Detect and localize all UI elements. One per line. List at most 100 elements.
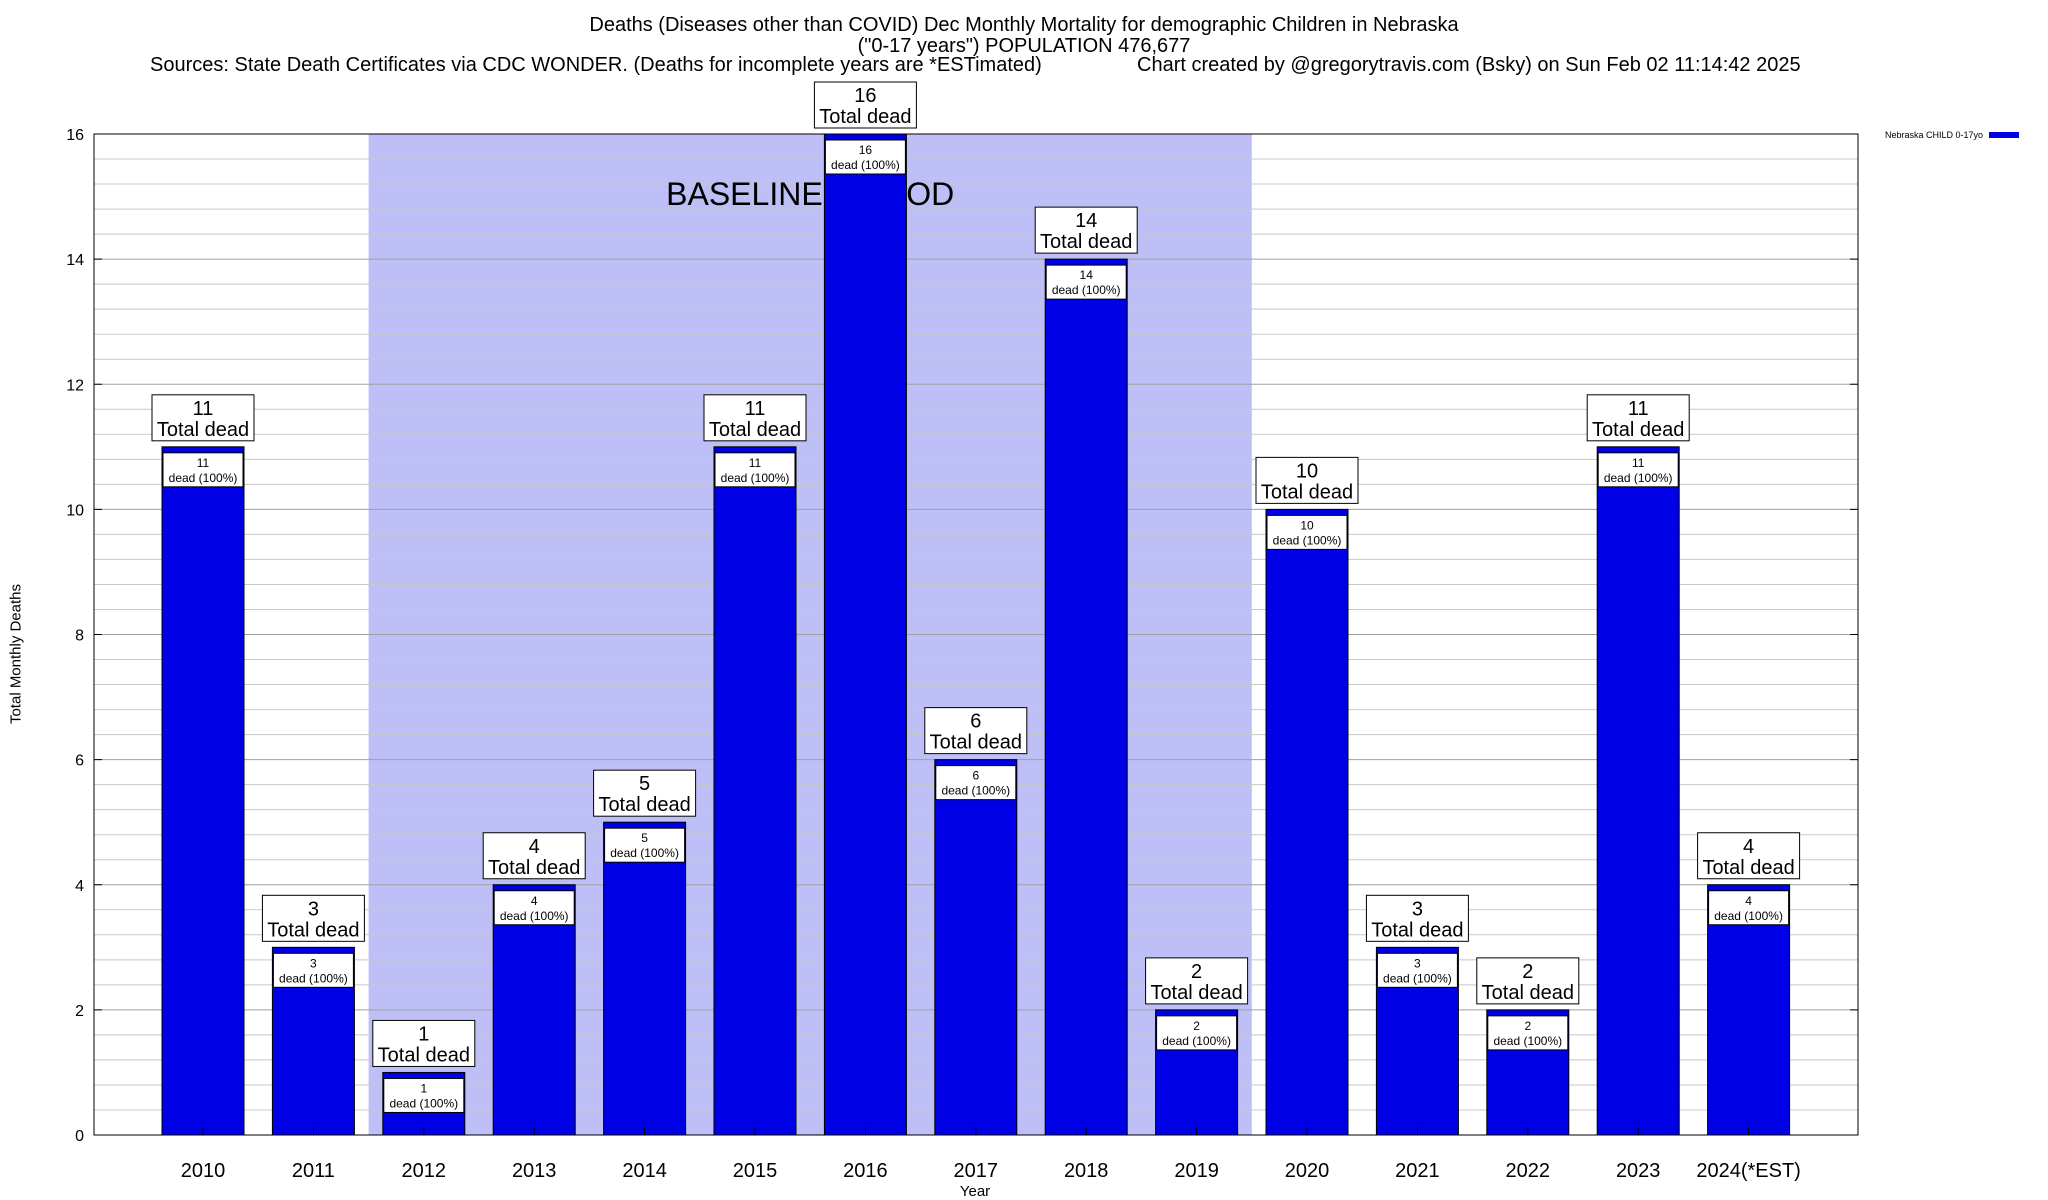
- bar-label-box: [1376, 952, 1458, 988]
- bar-label-value: 3: [1414, 956, 1421, 970]
- total-label-value: 4: [529, 836, 540, 858]
- y-tick-label: 0: [75, 1128, 84, 1145]
- bar-label-value: 1: [420, 1081, 427, 1095]
- bar-label-box: [493, 890, 575, 926]
- bar: [1707, 884, 1791, 1136]
- total-label-box: [1145, 957, 1249, 1005]
- total-label-box: [1586, 394, 1690, 442]
- bar-label-box: [824, 139, 906, 175]
- total-label-value: 10: [1296, 460, 1318, 482]
- total-label-value: 14: [1075, 210, 1097, 232]
- total-label-text: Total dead: [1150, 982, 1242, 1004]
- bar-label-text: dead (100%): [721, 471, 790, 485]
- chart-subtitle: ("0-17 years") POPULATION 476,677: [857, 35, 1191, 57]
- legend: Nebraska CHILD 0-17yo: [1885, 130, 2020, 140]
- x-tick-label: 2015: [733, 1160, 778, 1182]
- y-tick-label: 2: [75, 1003, 84, 1020]
- total-label-box: [924, 707, 1028, 755]
- total-label-value: 5: [639, 773, 650, 795]
- x-tick-label: 2019: [1174, 1160, 1219, 1182]
- x-tick-label: 2011: [292, 1160, 335, 1182]
- bar-label-text: dead (100%): [1052, 283, 1121, 297]
- total-label-value: 3: [308, 898, 319, 920]
- total-label-value: 11: [745, 398, 766, 420]
- bar-label-box: [1266, 514, 1348, 550]
- bar-label-box: [162, 452, 244, 488]
- bar-label-box: [935, 765, 1017, 801]
- chart-title: Deaths (Diseases other than COVID) Dec M…: [589, 14, 1459, 36]
- bar-label-box: [1045, 264, 1127, 300]
- x-tick-label: 2016: [843, 1160, 888, 1182]
- bar-label-value: 2: [1193, 1019, 1200, 1033]
- y-tick-label: 14: [66, 252, 84, 269]
- total-label-text: Total dead: [1482, 982, 1574, 1004]
- bar-label-value: 11: [749, 456, 762, 470]
- bar-label-text: dead (100%): [389, 1096, 458, 1110]
- x-tick-label: 2020: [1285, 1160, 1330, 1182]
- x-tick-label: 2024(*EST): [1696, 1160, 1801, 1182]
- x-tick-label: 2023: [1616, 1160, 1661, 1182]
- total-label-box: [482, 832, 586, 880]
- bar-label-value: 10: [1300, 518, 1314, 532]
- bar: [713, 446, 797, 1136]
- y-axis-label: Total Monthly Deaths: [7, 583, 25, 725]
- x-tick-label: 2014: [622, 1160, 667, 1182]
- total-label-text: Total dead: [1592, 419, 1684, 441]
- total-label-text: Total dead: [157, 419, 249, 441]
- bar-label-box: [604, 827, 686, 863]
- bar-label-text: dead (100%): [1162, 1034, 1231, 1048]
- total-label-text: Total dead: [1040, 231, 1132, 253]
- bar-label-text: dead (100%): [1714, 909, 1783, 923]
- total-label-box: [1697, 832, 1801, 880]
- total-label-box: [372, 1019, 476, 1067]
- total-label-box: [813, 81, 917, 129]
- x-tick-label: 2010: [181, 1160, 226, 1182]
- total-label-text: Total dead: [488, 857, 580, 879]
- bar: [1265, 508, 1349, 1136]
- bar-label-text: dead (100%): [169, 471, 238, 485]
- chart-sources: Sources: State Death Certificates via CD…: [150, 54, 1042, 76]
- bar-label-box: [383, 1077, 465, 1113]
- total-label-text: Total dead: [378, 1044, 470, 1066]
- chart-credit: Chart created by @gregorytravis.com (Bsk…: [1137, 54, 1801, 76]
- x-tick-label: 2017: [954, 1160, 999, 1182]
- bar-label-box: [1487, 1015, 1569, 1051]
- total-label-box: [593, 769, 697, 817]
- total-label-value: 16: [854, 85, 876, 107]
- bar-label-box: [1708, 890, 1790, 926]
- total-label-text: Total dead: [598, 794, 690, 816]
- y-tick-label: 10: [66, 502, 84, 519]
- total-label-box: [703, 394, 807, 442]
- bar-label-box: [1597, 452, 1679, 488]
- baseline-period-label: BASELINE PERIOD: [666, 176, 954, 212]
- bar-label-value: 4: [531, 894, 538, 908]
- y-tick-label: 16: [66, 127, 84, 144]
- bar-label-text: dead (100%): [941, 784, 1010, 798]
- total-label-value: 3: [1412, 898, 1423, 920]
- total-label-value: 1: [418, 1023, 429, 1045]
- x-tick-label: 2012: [402, 1160, 447, 1182]
- total-label-value: 2: [1191, 961, 1202, 983]
- bar-label-value: 11: [1632, 456, 1645, 470]
- bar-label-value: 4: [1745, 894, 1752, 908]
- bar-label-text: dead (100%): [610, 846, 679, 860]
- bar-label-value: 2: [1524, 1019, 1531, 1033]
- total-label-box: [1255, 456, 1359, 504]
- x-axis-label: Year: [959, 1183, 991, 1200]
- total-label-value: 6: [970, 711, 981, 733]
- total-label-box: [151, 394, 255, 442]
- total-label-text: Total dead: [709, 419, 801, 441]
- legend-swatch: [1989, 132, 2020, 138]
- x-tick-label: 2022: [1506, 1160, 1551, 1182]
- bar-label-value: 6: [972, 769, 979, 783]
- bar-label-value: 5: [641, 831, 648, 845]
- bar-label-text: dead (100%): [1383, 971, 1452, 985]
- bar-label-value: 3: [310, 956, 317, 970]
- bar: [823, 133, 907, 1136]
- bar-label-box: [1156, 1015, 1238, 1051]
- bar: [1596, 446, 1680, 1136]
- total-label-value: 11: [1628, 398, 1649, 420]
- bar-label-value: 11: [197, 456, 210, 470]
- bar-label-text: dead (100%): [279, 971, 348, 985]
